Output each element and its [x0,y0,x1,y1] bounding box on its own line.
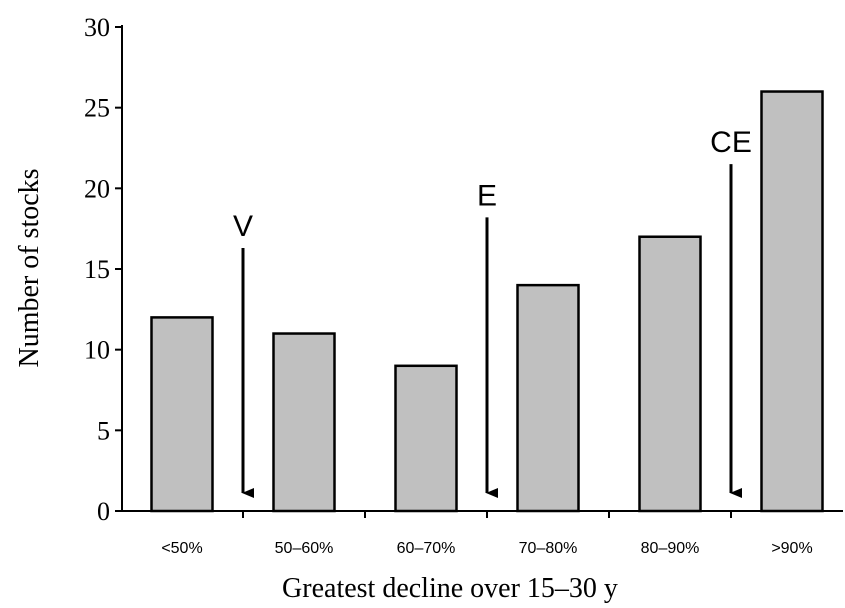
bar [760,90,824,513]
x-tick-label: 50–60% [275,540,334,557]
x-tick-label: >90% [771,540,812,557]
bars-group [150,90,824,513]
x-tick-label: 70–80% [519,540,578,557]
y-tick-label: 15 [84,255,110,284]
bar [394,364,458,513]
y-tick-label: 30 [84,13,110,42]
x-tick-label: 80–90% [641,540,700,557]
x-ticks-group: <50% 50–60% 60–70% 70–80% 80–90% >90% [161,511,813,557]
y-axis-title: Number of stocks [14,168,45,367]
x-axis-title: Greatest decline over 15–30 y [282,573,618,604]
bar [638,235,702,513]
bar [516,283,580,513]
y-ticks-group: 0 5 10 15 20 25 30 [84,13,122,526]
y-tick-label: 20 [84,174,110,203]
x-tick-label: <50% [161,540,202,557]
bar [272,332,336,513]
y-tick-label: 10 [84,336,110,365]
annotation-label: CE [710,126,752,159]
y-tick-label: 25 [84,94,110,123]
annotation-label: V [233,210,253,243]
bar [150,316,214,513]
annotations-group: V E CE [233,126,752,498]
x-tick-label: 60–70% [397,540,456,557]
annotation-label: E [477,179,497,212]
y-tick-label: 5 [97,416,110,445]
y-tick-label: 0 [97,497,110,526]
